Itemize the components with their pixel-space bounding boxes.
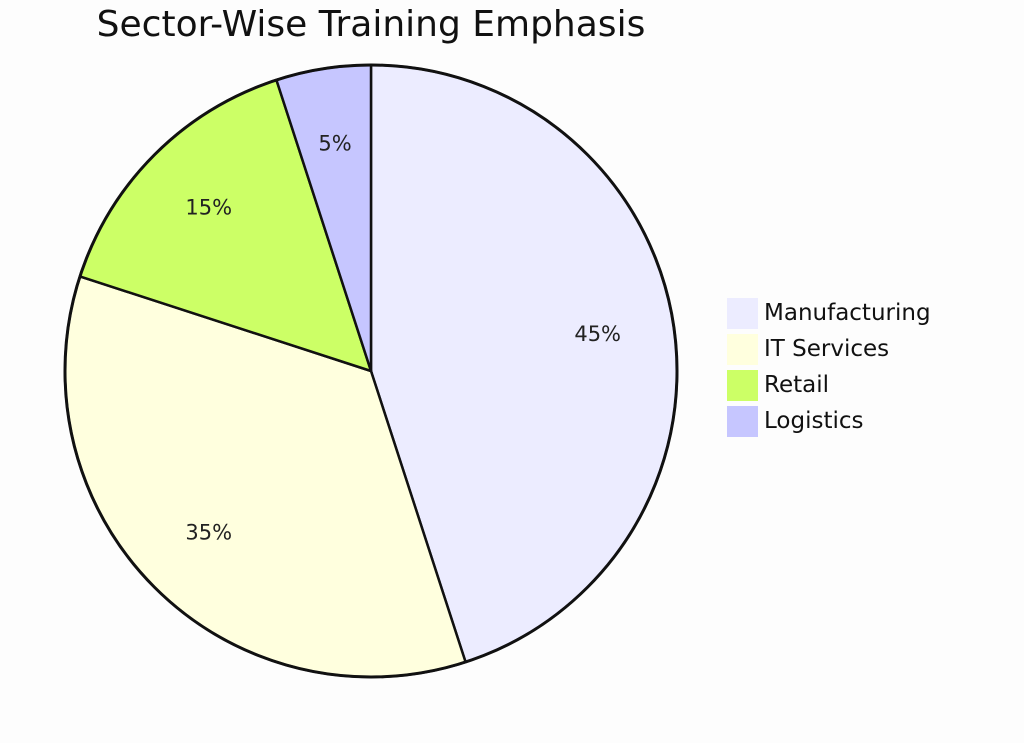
legend-item-it-services: IT Services	[727, 331, 931, 367]
legend-item-logistics: Logistics	[727, 403, 931, 439]
legend-swatch	[727, 405, 758, 437]
legend-swatch	[727, 333, 758, 365]
legend-label: Retail	[764, 372, 829, 398]
legend-item-retail: Retail	[727, 367, 931, 403]
slice-label: 5%	[318, 131, 351, 155]
legend-swatch	[727, 369, 758, 401]
legend-label: Manufacturing	[764, 300, 931, 326]
slice-label: 45%	[574, 322, 621, 346]
pie-outline	[63, 63, 679, 679]
legend-swatch	[727, 297, 758, 329]
slice-label: 35%	[185, 520, 232, 544]
legend-label: Logistics	[764, 408, 864, 434]
chart-title: Sector-Wise Training Emphasis	[96, 4, 646, 45]
slice-label: 15%	[185, 196, 232, 220]
legend-label: IT Services	[764, 336, 890, 362]
legend: Manufacturing IT Services Retail Logisti…	[727, 295, 931, 439]
legend-item-manufacturing: Manufacturing	[727, 295, 931, 331]
